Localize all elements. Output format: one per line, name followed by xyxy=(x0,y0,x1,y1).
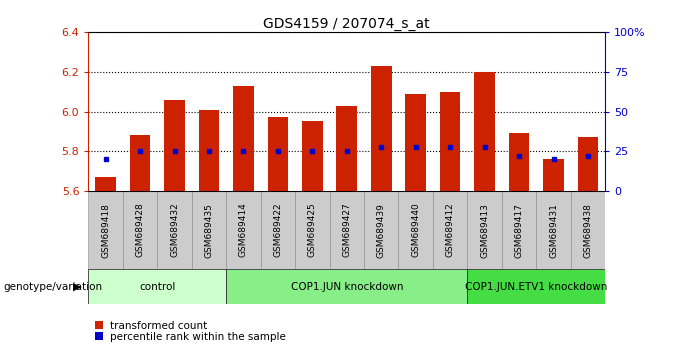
Text: GSM689417: GSM689417 xyxy=(515,202,524,258)
Text: COP1.JUN knockdown: COP1.JUN knockdown xyxy=(290,282,403,292)
Bar xyxy=(537,191,571,269)
Bar xyxy=(157,191,192,269)
Text: GSM689440: GSM689440 xyxy=(411,203,420,257)
Bar xyxy=(398,191,433,269)
Bar xyxy=(543,159,564,191)
Bar xyxy=(130,136,150,191)
Bar xyxy=(88,191,123,269)
Text: GSM689431: GSM689431 xyxy=(549,202,558,258)
Bar xyxy=(337,105,357,191)
Bar xyxy=(95,177,116,191)
Bar xyxy=(226,269,467,304)
Bar xyxy=(192,191,226,269)
Text: genotype/variation: genotype/variation xyxy=(3,282,103,292)
Text: GSM689413: GSM689413 xyxy=(480,202,489,258)
Bar xyxy=(509,133,530,191)
Bar xyxy=(295,191,330,269)
Bar xyxy=(467,269,605,304)
Bar xyxy=(199,109,220,191)
Text: GSM689418: GSM689418 xyxy=(101,202,110,258)
Bar xyxy=(440,92,460,191)
Bar xyxy=(502,191,537,269)
Bar xyxy=(267,118,288,191)
Bar xyxy=(226,191,260,269)
Text: GSM689425: GSM689425 xyxy=(308,203,317,257)
Bar xyxy=(364,191,398,269)
Bar xyxy=(88,269,226,304)
Bar xyxy=(123,191,157,269)
Text: GSM689427: GSM689427 xyxy=(342,203,352,257)
Text: percentile rank within the sample: percentile rank within the sample xyxy=(110,332,286,342)
Bar xyxy=(467,191,502,269)
Title: GDS4159 / 207074_s_at: GDS4159 / 207074_s_at xyxy=(263,17,430,31)
Text: GSM689412: GSM689412 xyxy=(445,203,455,257)
Text: control: control xyxy=(139,282,175,292)
Bar xyxy=(164,99,185,191)
Bar xyxy=(302,121,323,191)
Text: GSM689438: GSM689438 xyxy=(583,202,592,258)
Text: GSM689422: GSM689422 xyxy=(273,203,282,257)
Bar xyxy=(474,72,495,191)
Text: GSM689432: GSM689432 xyxy=(170,203,179,257)
Bar xyxy=(330,191,364,269)
Bar xyxy=(405,93,426,191)
Text: GSM689428: GSM689428 xyxy=(135,203,145,257)
Bar xyxy=(260,191,295,269)
Text: ▶: ▶ xyxy=(73,282,82,292)
Text: GSM689435: GSM689435 xyxy=(205,202,214,258)
Bar xyxy=(433,191,467,269)
Bar xyxy=(571,191,605,269)
Bar xyxy=(371,66,392,191)
Bar xyxy=(233,86,254,191)
Text: GSM689439: GSM689439 xyxy=(377,202,386,258)
Bar xyxy=(577,137,598,191)
Text: transformed count: transformed count xyxy=(110,321,207,331)
Text: GSM689414: GSM689414 xyxy=(239,203,248,257)
Text: COP1.JUN.ETV1 knockdown: COP1.JUN.ETV1 knockdown xyxy=(465,282,607,292)
